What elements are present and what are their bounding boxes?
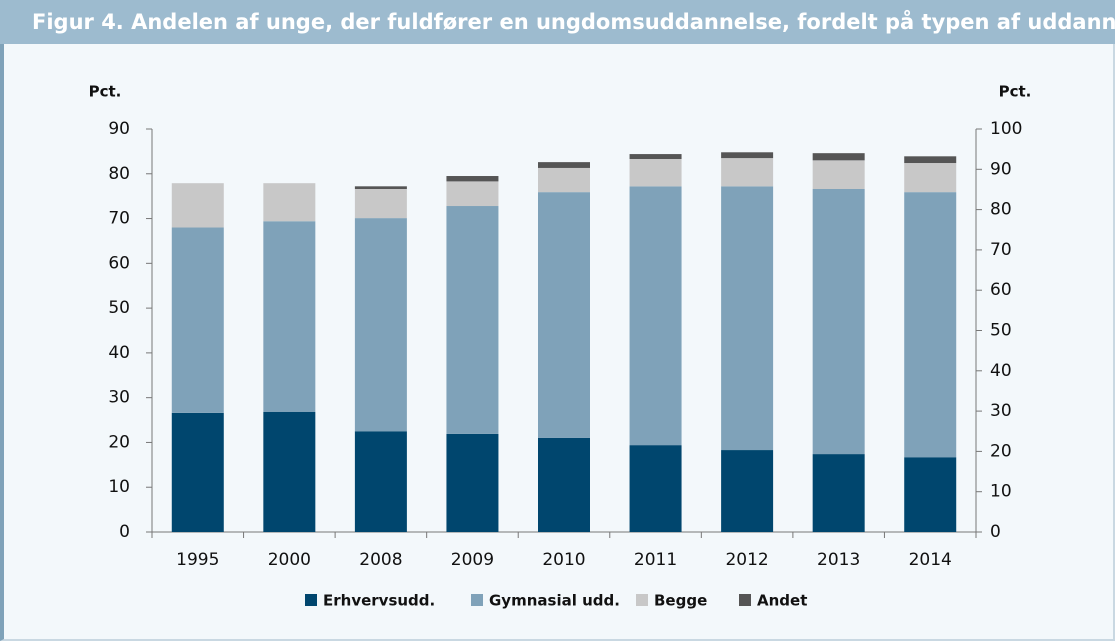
bar-segment: [263, 221, 316, 412]
bar-segment: [354, 431, 407, 532]
y2-tick-label: 90: [990, 159, 1012, 179]
bar-segment: [812, 454, 865, 532]
bar-segment: [538, 162, 590, 168]
y2-tick-label: 10: [990, 482, 1012, 502]
x-tick-label: 2009: [451, 550, 494, 570]
bar-segment: [629, 186, 682, 446]
y-tick-label: 80: [108, 164, 130, 184]
y-tick-label: 20: [108, 432, 130, 452]
legend-label: Andet: [757, 592, 807, 610]
y-tick-label: 10: [108, 477, 130, 497]
bar-segment: [171, 412, 224, 532]
bar-segment: [171, 183, 224, 228]
bar-segment: [812, 160, 865, 190]
legend-swatch: [305, 594, 317, 606]
y2-tick-label: 70: [990, 240, 1012, 260]
bar-segment: [721, 186, 774, 451]
bar-segment: [354, 218, 407, 432]
legend-swatch: [739, 594, 751, 606]
legend-label: Begge: [654, 592, 707, 610]
y2-tick-label: 50: [990, 321, 1012, 341]
figure-title: Figur 4. Andelen af unge, der fuldfører …: [0, 0, 1115, 44]
y2-tick-label: 80: [990, 200, 1012, 220]
bar-segment: [629, 159, 682, 187]
bar-segment: [904, 192, 957, 458]
bar-segment: [721, 158, 774, 187]
y-tick-label: 90: [108, 119, 130, 139]
y-axis-label: Pct.: [89, 83, 122, 101]
bar-segment: [263, 183, 316, 222]
y2-tick-label: 40: [990, 361, 1012, 381]
bar-segment: [446, 181, 499, 207]
x-tick-label: 2008: [359, 550, 402, 570]
x-tick-label: 2013: [817, 550, 860, 570]
y-tick-label: 60: [108, 253, 130, 273]
bar-segment: [446, 176, 499, 182]
bar-segment: [812, 153, 865, 161]
bar-segment: [171, 227, 224, 413]
bar-segment: [812, 189, 865, 455]
bar-segment: [721, 450, 774, 532]
x-tick-label: 2011: [634, 550, 677, 570]
bar-segment: [629, 154, 682, 160]
x-tick-label: 2014: [909, 550, 952, 570]
y2-axis-label: Pct.: [999, 83, 1032, 101]
bar-segment: [354, 189, 407, 219]
y-tick-label: 0: [119, 522, 130, 542]
bar-segment: [538, 167, 590, 193]
bar-segment: [904, 457, 957, 532]
bar-segment: [263, 411, 316, 532]
bar-segment: [904, 156, 957, 164]
y2-tick-label: 20: [990, 441, 1012, 461]
y-tick-label: 50: [108, 298, 130, 318]
y-tick-label: 40: [108, 343, 130, 363]
bar-segment: [629, 445, 682, 532]
bar-segment: [904, 163, 957, 193]
x-tick-label: 2012: [725, 550, 768, 570]
x-tick-label: 2000: [268, 550, 311, 570]
y2-tick-label: 60: [990, 280, 1012, 300]
bar-segment: [446, 206, 499, 434]
bar-segment: [446, 433, 499, 532]
bar-segment: [538, 192, 590, 438]
bar-segment: [354, 186, 407, 190]
y2-tick-label: 100: [990, 119, 1022, 139]
legend-swatch: [636, 594, 648, 606]
bar-segment: [721, 152, 774, 159]
y-tick-label: 70: [108, 209, 130, 229]
y-tick-label: 30: [108, 388, 130, 408]
x-tick-label: 1995: [176, 550, 219, 570]
legend-label: Gymnasial udd.: [489, 592, 620, 610]
bar-segment: [538, 437, 590, 532]
legend-label: Erhvervsudd.: [323, 592, 435, 610]
y2-tick-label: 0: [990, 522, 1001, 542]
y2-tick-label: 30: [990, 401, 1012, 421]
legend-swatch: [471, 594, 483, 606]
x-tick-label: 2010: [542, 550, 585, 570]
